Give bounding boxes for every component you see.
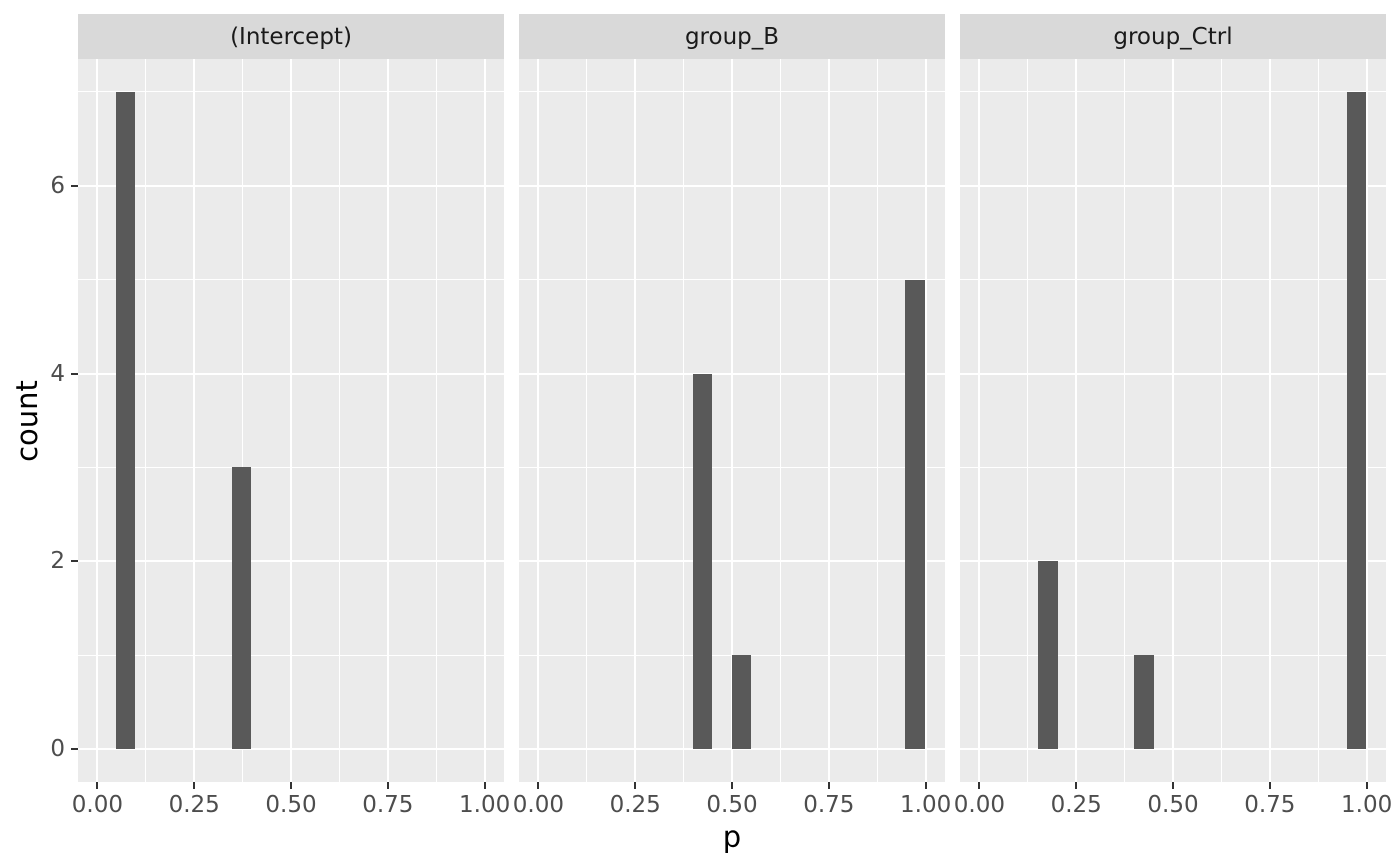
x-gridline-major	[483, 59, 486, 782]
x-tick-mark	[193, 782, 196, 789]
y-tick-label: 0	[50, 736, 65, 763]
facet-strip: group_B	[519, 14, 945, 59]
x-tick-label: 0.75	[362, 792, 414, 818]
x-tick-label: 0.75	[803, 792, 855, 818]
x-gridline-major	[1365, 59, 1368, 782]
x-gridline-minor	[1220, 59, 1222, 782]
x-tick-mark	[731, 782, 733, 789]
y-tick-mark	[71, 560, 78, 563]
histogram-bar	[732, 655, 751, 750]
x-tick-label: 0.50	[265, 792, 317, 818]
x-gridline-minor	[338, 59, 340, 782]
y-tick-label: 2	[50, 548, 65, 575]
x-tick-mark	[1365, 782, 1368, 789]
facet-panel	[960, 59, 1386, 782]
histogram-bar	[905, 279, 925, 750]
facet-strip-label: (Intercept)	[230, 23, 352, 50]
x-gridline-minor	[145, 59, 147, 782]
facet-strip: (Intercept)	[78, 14, 504, 59]
x-tick-mark	[1172, 782, 1174, 789]
x-gridline-minor	[683, 59, 685, 782]
x-tick-label: 0.50	[1147, 792, 1199, 818]
x-tick-label: 0.00	[512, 792, 564, 818]
x-tick-mark	[978, 782, 981, 789]
x-gridline-major	[1172, 59, 1174, 782]
histogram-bar	[692, 373, 713, 750]
x-tick-mark	[386, 782, 389, 789]
x-tick-label: 0.00	[71, 792, 123, 818]
x-tick-label: 1.00	[900, 792, 952, 818]
x-gridline-major	[634, 59, 637, 782]
y-tick-mark	[71, 184, 78, 187]
x-gridline-minor	[1317, 59, 1319, 782]
x-gridline-minor	[779, 59, 781, 782]
x-tick-mark	[96, 782, 99, 789]
x-gridline-minor	[1124, 59, 1126, 782]
facet-strip-label: group_B	[684, 23, 780, 50]
x-axis-title: p	[722, 820, 742, 854]
facet-panel	[519, 59, 945, 782]
histogram-bar	[1134, 655, 1155, 750]
y-tick-label: 6	[50, 172, 65, 199]
x-gridline-major	[1268, 59, 1271, 782]
histogram-bar	[115, 91, 135, 750]
x-tick-label: 0.00	[953, 792, 1005, 818]
x-gridline-major	[827, 59, 830, 782]
x-tick-label: 0.75	[1244, 792, 1296, 818]
x-gridline-major	[193, 59, 196, 782]
x-tick-label: 1.00	[459, 792, 511, 818]
x-tick-label: 0.25	[168, 792, 220, 818]
x-gridline-major	[1075, 59, 1078, 782]
x-tick-label: 1.00	[1341, 792, 1393, 818]
x-gridline-minor	[1027, 59, 1029, 782]
facet-strip: group_Ctrl	[960, 14, 1386, 59]
x-gridline-minor	[435, 59, 437, 782]
x-gridline-major	[290, 59, 292, 782]
y-tick-mark	[71, 748, 78, 751]
x-gridline-major	[386, 59, 389, 782]
histogram-bar	[1347, 91, 1367, 750]
x-tick-mark	[827, 782, 830, 789]
histogram-bar	[232, 467, 252, 750]
x-gridline-major	[96, 59, 99, 782]
x-gridline-minor	[876, 59, 878, 782]
facet-strip-label: group_Ctrl	[1113, 23, 1233, 50]
x-tick-label: 0.50	[706, 792, 758, 818]
facet-panel	[78, 59, 504, 782]
x-tick-mark	[634, 782, 637, 789]
x-gridline-major	[731, 59, 733, 782]
x-tick-mark	[1268, 782, 1271, 789]
x-gridline-major	[924, 59, 927, 782]
x-tick-mark	[1075, 782, 1078, 789]
x-gridline-minor	[586, 59, 588, 782]
x-gridline-major	[978, 59, 981, 782]
x-gridline-minor	[242, 59, 244, 782]
x-tick-mark	[537, 782, 540, 789]
x-tick-mark	[483, 782, 486, 789]
x-gridline-major	[537, 59, 540, 782]
y-tick-label: 4	[50, 360, 65, 387]
histogram-bar	[1037, 561, 1058, 750]
x-tick-mark	[290, 782, 292, 789]
x-tick-label: 0.25	[1050, 792, 1102, 818]
y-axis-title: count	[10, 379, 44, 462]
x-tick-label: 0.25	[609, 792, 661, 818]
y-tick-mark	[71, 372, 78, 375]
x-tick-mark	[924, 782, 927, 789]
